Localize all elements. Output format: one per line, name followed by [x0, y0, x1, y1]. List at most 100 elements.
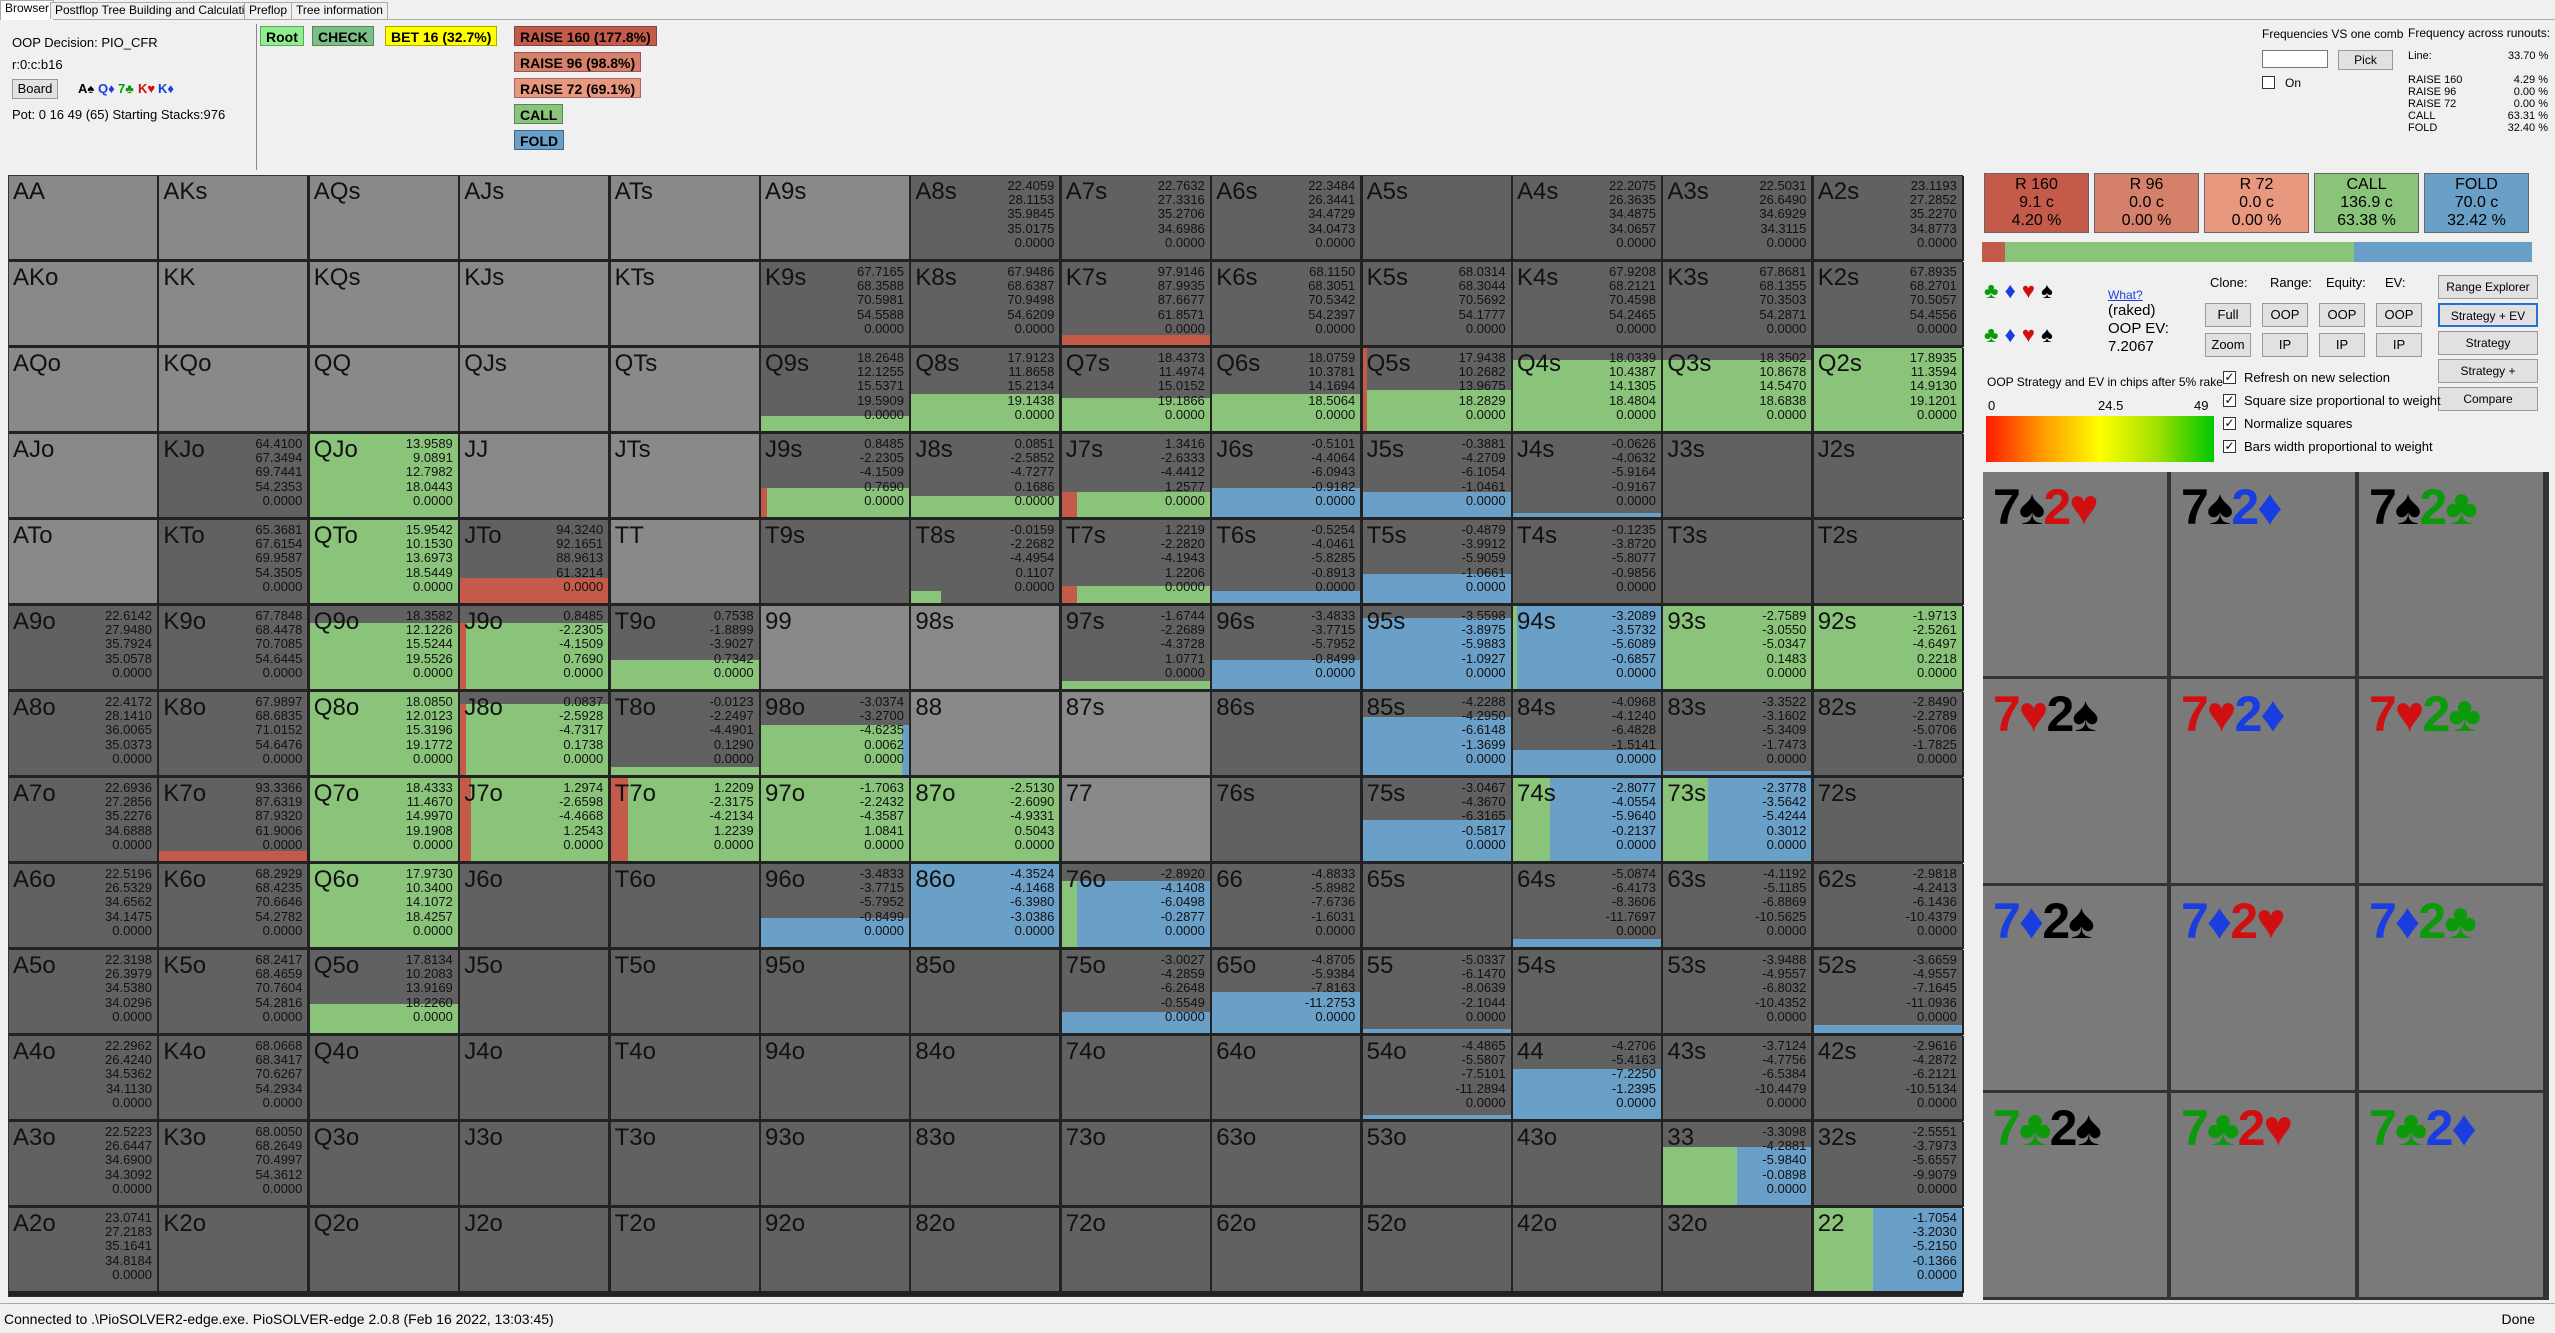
- hand-cell[interactable]: 74o: [1061, 1036, 1212, 1121]
- hand-cell[interactable]: ATs: [610, 176, 761, 261]
- hand-cell[interactable]: QTo 15.9542 10.1530 13.6973 18.5449 0.000…: [309, 520, 460, 605]
- hand-cell[interactable]: 53o: [1362, 1122, 1513, 1207]
- hand-cell[interactable]: 42s -2.9616 -4.2872 -6.2121 -10.5134 0.00…: [1813, 1036, 1964, 1121]
- hand-cell[interactable]: 86o -4.3524 -4.1468 -6.3980 -3.0386 0.000…: [911, 864, 1062, 949]
- range-oop-button[interactable]: OOP: [2262, 303, 2308, 327]
- combo-cell[interactable]: 7♥2♠: [1983, 679, 2169, 885]
- hand-cell[interactable]: 75o -3.0027 -4.2859 -6.2648 -0.5549 0.000…: [1061, 950, 1212, 1035]
- hand-cell[interactable]: 98o -3.0374 -3.2700 -4.6235 0.0062 0.0000: [761, 692, 911, 777]
- compare-button[interactable]: Compare: [2438, 387, 2538, 411]
- hand-cell[interactable]: Q3o: [309, 1122, 460, 1207]
- hand-cell[interactable]: K2s 67.8935 68.2701 70.5057 54.4556 0.000…: [1813, 262, 1964, 347]
- hand-cell[interactable]: 55 -5.0337 -6.1470 -8.0639 -2.1044 0.0000: [1362, 950, 1513, 1035]
- hand-cell[interactable]: A4s 22.2075 26.3635 34.4875 34.0657 0.000…: [1513, 176, 1663, 261]
- hand-cell[interactable]: A8o 22.4172 28.1410 36.0065 35.0373 0.000…: [9, 692, 159, 777]
- hand-cell[interactable]: 62o: [1212, 1208, 1363, 1293]
- strategy-button[interactable]: Strategy: [2438, 331, 2538, 355]
- hand-cell[interactable]: 52s -3.6659 -4.9557 -7.1645 -11.0936 0.00…: [1813, 950, 1964, 1035]
- ev-ip-button[interactable]: IP: [2376, 333, 2422, 357]
- summary-r-96[interactable]: R 96 0.0 c 0.00 %: [2094, 173, 2199, 233]
- summary-r-160[interactable]: R 160 9.1 c 4.20 %: [1984, 173, 2089, 233]
- hand-cell[interactable]: J5s -0.3881 -4.2709 -6.1054 -1.0461 0.000…: [1362, 434, 1513, 519]
- hand-cell[interactable]: 72s: [1813, 778, 1964, 863]
- hand-cell[interactable]: 93o: [761, 1122, 911, 1207]
- hand-cell[interactable]: 82o: [911, 1208, 1062, 1293]
- hand-cell[interactable]: 54s: [1513, 950, 1663, 1035]
- hand-cell[interactable]: T4s -0.1235 -3.8720 -5.8077 -0.9856 0.000…: [1513, 520, 1663, 605]
- hand-cell[interactable]: 77: [1061, 778, 1212, 863]
- on-checkbox[interactable]: [2262, 76, 2275, 89]
- summary-r-72[interactable]: R 72 0.0 c 0.00 %: [2204, 173, 2309, 233]
- hand-cell[interactable]: 73o: [1061, 1122, 1212, 1207]
- action-call[interactable]: CALL: [514, 104, 564, 124]
- hand-cell[interactable]: 83s -3.3522 -3.1602 -5.3409 -1.7473 0.000…: [1663, 692, 1814, 777]
- hand-cell[interactable]: JTo 94.3240 92.1651 88.9613 61.3214 0.000…: [460, 520, 611, 605]
- hand-cell[interactable]: K5o 68.2417 68.4659 70.7604 54.2816 0.000…: [159, 950, 310, 1035]
- hand-cell[interactable]: K6o 68.2929 68.4235 70.6646 54.2782 0.000…: [159, 864, 310, 949]
- action-raise-72[interactable]: RAISE 72 (69.1%): [514, 78, 642, 98]
- hand-cell[interactable]: AA: [9, 176, 159, 261]
- hand-cell[interactable]: 33 -3.3098 -4.2881 -5.9840 -0.0898 0.0000: [1663, 1122, 1814, 1207]
- hand-cell[interactable]: 87s: [1061, 692, 1212, 777]
- hand-cell[interactable]: T9o 0.7538 -1.8899 -3.9027 0.7342 0.0000: [610, 606, 761, 691]
- hand-cell[interactable]: 42o: [1513, 1208, 1663, 1293]
- hand-cell[interactable]: J3o: [460, 1122, 611, 1207]
- square-size-checkbox[interactable]: ✓: [2223, 393, 2236, 407]
- combo-cell[interactable]: 7♦2♣: [2359, 886, 2545, 1092]
- hand-cell[interactable]: A3s 22.5031 26.6490 34.6929 34.3115 0.000…: [1663, 176, 1814, 261]
- hand-cell[interactable]: T8o -0.0123 -2.2497 -4.4901 0.1290 0.0000: [610, 692, 761, 777]
- hand-cell[interactable]: KQs: [309, 262, 460, 347]
- hand-cell[interactable]: 63o: [1212, 1122, 1363, 1207]
- nav-bet[interactable]: BET 16 (32.7%): [385, 26, 498, 46]
- hand-cell[interactable]: J7s 1.3416 -2.6333 -4.4412 1.2577 0.0000: [1061, 434, 1212, 519]
- hand-cell[interactable]: Q2o: [309, 1208, 460, 1293]
- action-raise-96[interactable]: RAISE 96 (98.8%): [514, 52, 642, 72]
- hand-cell[interactable]: 44 -4.2706 -5.4163 -7.2250 -1.2395 0.0000: [1513, 1036, 1663, 1121]
- hand-cell[interactable]: 32o: [1663, 1208, 1814, 1293]
- pick-button[interactable]: Pick: [2338, 50, 2393, 70]
- hand-cell[interactable]: 94o: [761, 1036, 911, 1121]
- combo-cell[interactable]: 7♥2♦: [2171, 679, 2357, 885]
- hand-cell[interactable]: KQo: [159, 348, 310, 433]
- tab-postflop[interactable]: Postflop Tree Building and Calculations: [50, 2, 269, 19]
- hand-cell[interactable]: J4s -0.0626 -4.0632 -5.9164 -0.9167 0.000…: [1513, 434, 1663, 519]
- hand-cell[interactable]: K8s 67.9486 68.6387 70.9498 54.6209 0.000…: [911, 262, 1062, 347]
- hand-cell[interactable]: K6s 68.1150 68.3051 70.5342 54.2397 0.000…: [1212, 262, 1363, 347]
- combo-cell[interactable]: 7♣2♥: [2171, 1093, 2357, 1299]
- hand-cell[interactable]: AKs: [159, 176, 310, 261]
- hand-cell[interactable]: T3o: [610, 1122, 761, 1207]
- hand-cell[interactable]: J8o 0.0837 -2.5928 -4.7317 0.1738 0.0000: [460, 692, 611, 777]
- hand-cell[interactable]: Q4o: [309, 1036, 460, 1121]
- hand-cell[interactable]: J6s -0.5101 -4.4064 -6.0943 -0.9182 0.000…: [1212, 434, 1363, 519]
- hand-cell[interactable]: 73s -2.3778 -3.5642 -5.4244 0.3012 0.0000: [1663, 778, 1814, 863]
- hand-cell[interactable]: 95o: [761, 950, 911, 1035]
- nav-root[interactable]: Root: [260, 26, 304, 46]
- hand-cell[interactable]: 52o: [1362, 1208, 1513, 1293]
- hand-cell[interactable]: K5s 68.0314 68.3044 70.5692 54.1777 0.000…: [1362, 262, 1513, 347]
- hand-cell[interactable]: 92o: [761, 1208, 911, 1293]
- hand-cell[interactable]: 76o -2.8920 -4.1408 -6.0498 -0.2877 0.000…: [1061, 864, 1212, 949]
- hand-cell[interactable]: 85o: [911, 950, 1062, 1035]
- hand-cell[interactable]: 64o: [1212, 1036, 1363, 1121]
- hand-cell[interactable]: 88: [911, 692, 1062, 777]
- hand-cell[interactable]: JTs: [610, 434, 761, 519]
- hand-cell[interactable]: 64s -5.0874 -6.4173 -8.3606 -11.7697 0.00…: [1513, 864, 1663, 949]
- hand-cell[interactable]: KJo 64.4100 67.3494 69.7441 54.2353 0.000…: [159, 434, 310, 519]
- hand-cell[interactable]: AKo: [9, 262, 159, 347]
- nav-check[interactable]: CHECK: [312, 26, 374, 46]
- hand-cell[interactable]: A6s 22.3484 26.3441 34.4729 34.0473 0.000…: [1212, 176, 1363, 261]
- hand-cell[interactable]: JJ: [460, 434, 611, 519]
- hand-cell[interactable]: 43s -3.7124 -4.7756 -6.5384 -10.4479 0.00…: [1663, 1036, 1814, 1121]
- hand-cell[interactable]: KJs: [460, 262, 611, 347]
- hand-cell[interactable]: Q5s 17.9438 10.2682 13.9675 18.2829 0.000…: [1362, 348, 1513, 433]
- hand-cell[interactable]: KTo 65.3681 67.6154 69.9587 54.3505 0.000…: [159, 520, 310, 605]
- hand-cell[interactable]: 86s: [1212, 692, 1363, 777]
- hand-cell[interactable]: 87o -2.5130 -2.6090 -4.9331 0.5043 0.0000: [911, 778, 1062, 863]
- combo-cell[interactable]: 7♣2♦: [2359, 1093, 2545, 1299]
- hand-cell[interactable]: T6o: [610, 864, 761, 949]
- hand-cell[interactable]: KTs: [610, 262, 761, 347]
- hand-cell[interactable]: K4o 68.0668 68.3417 70.6267 54.2934 0.000…: [159, 1036, 310, 1121]
- strategy-plus-button[interactable]: Strategy +: [2438, 359, 2538, 383]
- hand-cell[interactable]: 97o -1.7063 -2.2432 -4.3587 1.0841 0.0000: [761, 778, 911, 863]
- hand-cell[interactable]: 96s -3.4833 -3.7715 -5.7952 -0.8499 0.000…: [1212, 606, 1363, 691]
